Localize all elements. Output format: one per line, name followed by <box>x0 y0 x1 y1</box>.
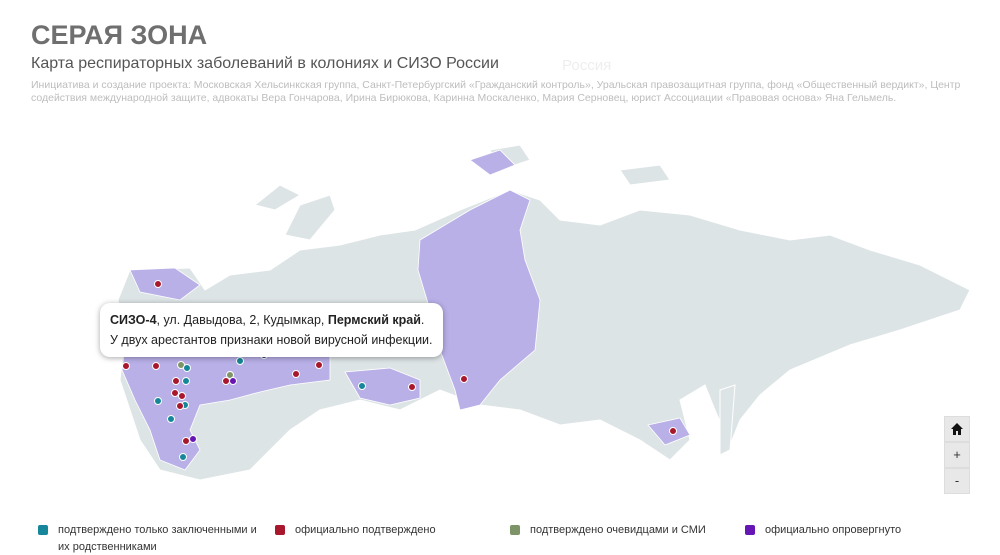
marker <box>222 377 230 385</box>
region <box>647 417 691 446</box>
tooltip-region: Пермский край <box>327 313 421 327</box>
zoom-in-button[interactable]: + <box>944 442 970 468</box>
credits: Инициатива и создание проекта: Московска… <box>31 79 961 104</box>
home-icon <box>951 423 963 435</box>
legend-item[interactable]: официально подтверждено <box>275 522 475 539</box>
marker <box>183 364 191 372</box>
tooltip-heading: СИЗО-4, ул. Давыдова, 2, Кудымкар, Пермс… <box>110 310 433 330</box>
legend-label: официально опровергнуто <box>765 524 902 536</box>
legend-item[interactable]: подтверждено только заключенными и их ро… <box>38 522 258 555</box>
marker <box>167 415 175 423</box>
country-label: Россия <box>562 57 612 74</box>
marker <box>182 377 190 385</box>
marker <box>669 427 677 435</box>
legend-swatch <box>275 525 285 535</box>
subtitle: Карта респираторных заболеваний в колони… <box>31 55 499 72</box>
marker <box>178 392 186 400</box>
marker <box>189 435 197 443</box>
island <box>253 184 302 211</box>
region <box>129 267 201 301</box>
zoom-out-button[interactable]: - <box>944 468 970 494</box>
marker <box>229 377 237 385</box>
legend-item[interactable]: подтверждено очевидцами и СМИ <box>510 522 730 539</box>
island <box>619 164 671 186</box>
marker <box>122 362 130 370</box>
region <box>469 149 516 176</box>
marker <box>358 382 366 390</box>
legend-swatch <box>745 525 755 535</box>
island <box>719 384 736 456</box>
marker <box>171 389 179 397</box>
marker <box>460 375 468 383</box>
tooltip-period: . <box>420 313 425 327</box>
legend-label: подтверждено очевидцами и СМИ <box>530 524 706 536</box>
legend-label: официально подтверждено <box>295 524 436 536</box>
marker <box>154 397 162 405</box>
legend-item[interactable]: официально опровергнуто <box>745 522 945 539</box>
legend-swatch <box>510 525 520 535</box>
tooltip-name: СИЗО-4 <box>110 313 157 327</box>
marker <box>408 383 416 391</box>
tooltip-text: У двух арестантов признаки новой вирусно… <box>110 333 433 347</box>
tooltip-address: , ул. Давыдова, 2, Кудымкар, <box>156 313 328 327</box>
tooltip: СИЗО-4, ул. Давыдова, 2, Кудымкар, Пермс… <box>100 303 443 357</box>
marker <box>179 453 187 461</box>
region <box>344 367 421 406</box>
marker <box>236 357 244 365</box>
marker <box>172 377 180 385</box>
marker <box>152 362 160 370</box>
legend-swatch <box>38 525 48 535</box>
home-button[interactable] <box>944 416 970 442</box>
title: СЕРАЯ ЗОНА <box>31 20 208 50</box>
marker <box>176 402 184 410</box>
marker <box>292 370 300 378</box>
island <box>284 194 336 241</box>
marker <box>315 361 323 369</box>
legend-label: подтверждено только заключенными и их ро… <box>58 524 257 553</box>
marker <box>182 437 190 445</box>
russia-land <box>117 189 971 481</box>
marker <box>154 280 162 288</box>
